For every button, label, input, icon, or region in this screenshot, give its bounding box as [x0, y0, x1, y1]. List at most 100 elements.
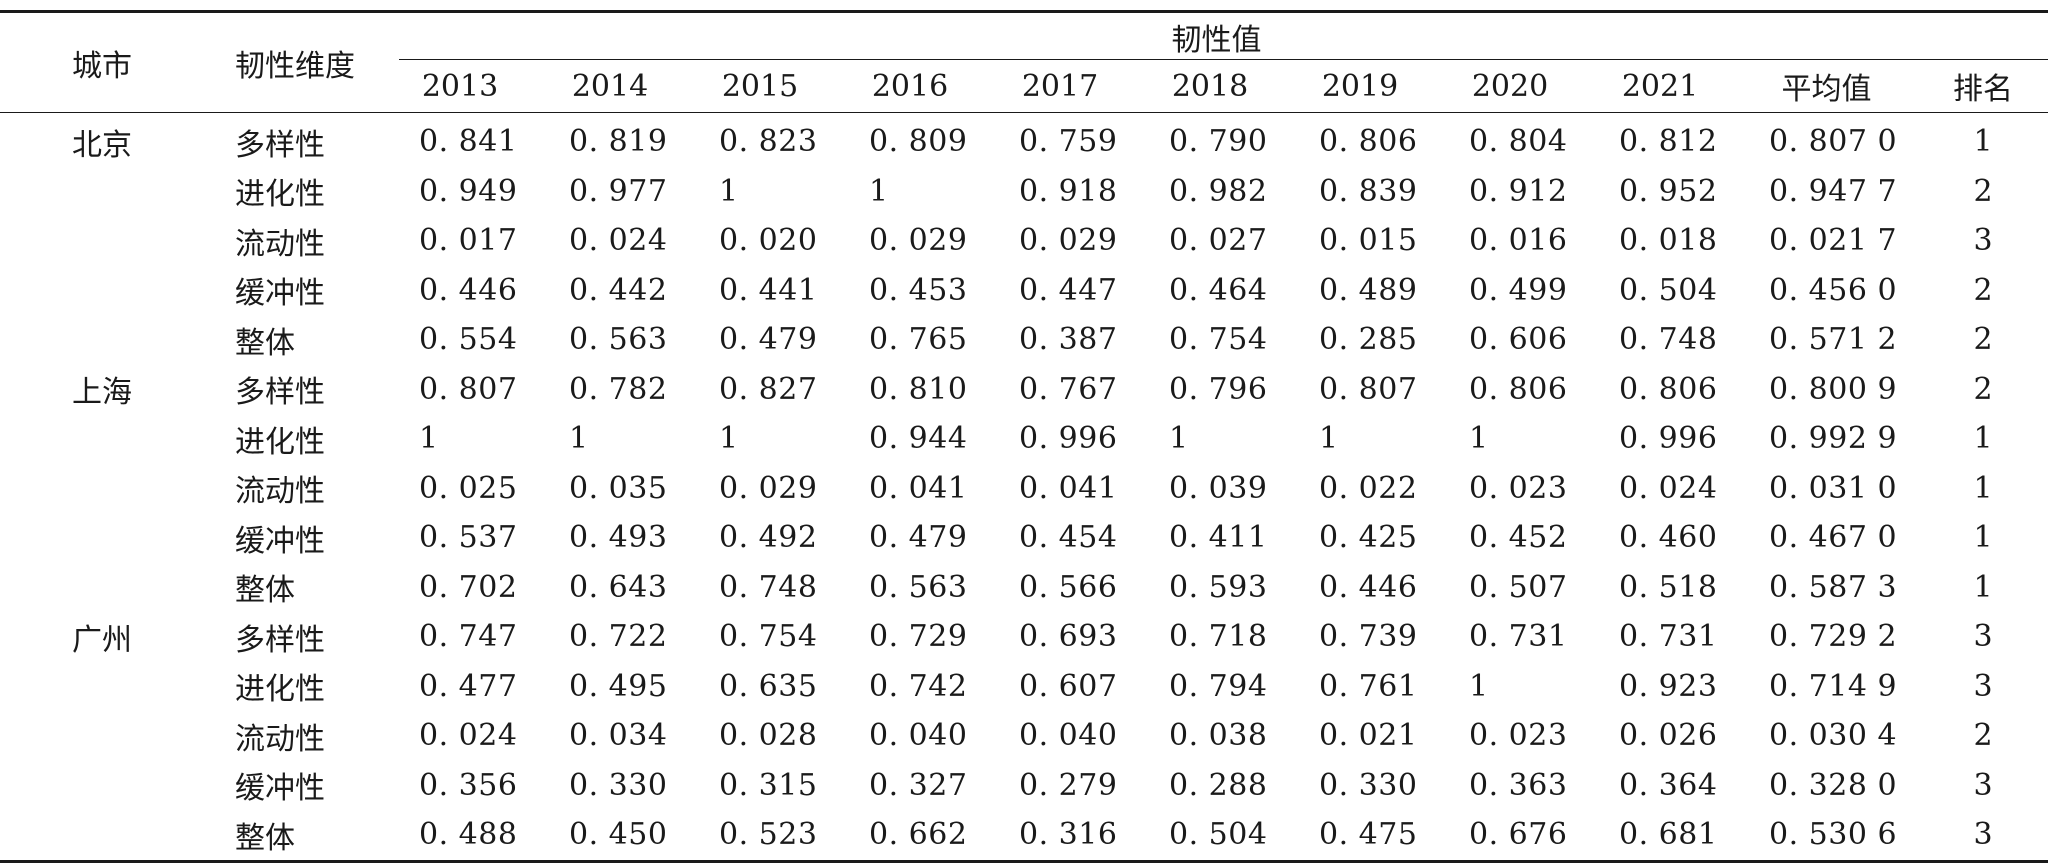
cell-value-2018: 0. 754 — [1169, 322, 1268, 358]
cell-value-2019: 0. 285 — [1319, 322, 1418, 358]
cell-value-2021: 0. 731 — [1619, 619, 1718, 655]
cell-value-2015: 0. 028 — [719, 718, 818, 754]
cell-value-2013: 0. 841 — [419, 124, 518, 160]
cell-value-2021: 0. 923 — [1619, 668, 1718, 704]
cell-value-2018: 0. 504 — [1135, 810, 1285, 863]
cell-value-2019: 0. 839 — [1319, 173, 1418, 209]
cell-value-2016: 1 — [869, 173, 889, 209]
header-year-2013: 2013 — [385, 60, 535, 113]
cell-dimension: 多样性 — [235, 622, 325, 658]
cell-value-2019: 0. 807 — [1319, 371, 1418, 407]
resilience-table-container: 城市 韧性维度 韧性值 2013 2014 2015 2016 2017 2018 2019… — [0, 10, 2048, 863]
cell-value-2018: 0. 593 — [1169, 569, 1268, 605]
header-year-2017: 2017 — [985, 60, 1135, 113]
cell-dimension: 进化性 — [235, 177, 325, 213]
cell-value-2013: 0. 747 — [419, 619, 518, 655]
cell-value-2015: 0. 523 — [685, 810, 835, 863]
cell-value-2016: 0. 742 — [869, 668, 968, 704]
cell-average: 0. 714 9 — [1769, 668, 1898, 704]
cell-value-2014: 0. 450 — [535, 810, 685, 863]
table-body: 北京 多样性 0. 841 0. 819 0. 823 0. 809 0. 759 0. 79… — [0, 113, 2048, 863]
cell-value-2018: 0. 718 — [1169, 619, 1268, 655]
cell-value-2021: 0. 504 — [1619, 272, 1718, 308]
cell-city — [0, 414, 215, 464]
cell-value-2017: 0. 040 — [1019, 718, 1118, 754]
cell-value-2021: 0. 806 — [1619, 371, 1718, 407]
cell-dimension: 多样性 — [235, 375, 325, 411]
cell-value-2018: 0. 039 — [1169, 470, 1268, 506]
cell-value-2014: 0. 035 — [569, 470, 668, 506]
header-year-2021: 2021 — [1585, 60, 1735, 113]
cell-value-2013: 0. 537 — [419, 520, 518, 556]
cell-value-2015: 0. 748 — [719, 569, 818, 605]
cell-value-2018: 0. 038 — [1169, 718, 1268, 754]
cell-value-2018: 0. 794 — [1169, 668, 1268, 704]
cell-value-2014: 0. 643 — [569, 569, 668, 605]
cell-rank: 3 — [1973, 619, 1993, 655]
cell-value-2021: 0. 812 — [1619, 124, 1718, 160]
cell-value-2020: 0. 363 — [1469, 767, 1568, 803]
cell-value-2013: 1 — [419, 421, 439, 457]
cell-value-2018: 0. 027 — [1169, 223, 1268, 259]
table-row: 缓冲性 0. 356 0. 330 0. 315 0. 327 0. 279 0. 288 0… — [0, 761, 2048, 811]
cell-average: 0. 456 0 — [1769, 272, 1898, 308]
cell-value-2019: 0. 806 — [1319, 124, 1418, 160]
cell-value-2017: 0. 996 — [1019, 421, 1118, 457]
cell-value-2016: 0. 041 — [869, 470, 968, 506]
cell-value-2018: 0. 464 — [1169, 272, 1268, 308]
cell-value-2020: 0. 731 — [1469, 619, 1568, 655]
cell-city — [0, 662, 215, 712]
cell-average: 0. 328 0 — [1769, 767, 1898, 803]
cell-rank: 1 — [1973, 470, 1993, 506]
cell-value-2019: 0. 425 — [1319, 520, 1418, 556]
cell-average: 0. 467 0 — [1769, 520, 1898, 556]
cell-value-2017: 0. 447 — [1019, 272, 1118, 308]
cell-value-2016: 0. 029 — [869, 223, 968, 259]
cell-value-2016: 0. 765 — [869, 322, 968, 358]
cell-rank: 1 — [1973, 520, 1993, 556]
cell-dimension: 缓冲性 — [235, 523, 325, 559]
header-average: 平均值 — [1735, 60, 1918, 113]
cell-average: 0. 587 3 — [1769, 569, 1898, 605]
table-row: 进化性 0. 949 0. 977 1 1 0. 918 0. 982 0. 839 0. 91… — [0, 167, 2048, 217]
cell-value-2013: 0. 949 — [419, 173, 518, 209]
cell-value-2019: 0. 489 — [1319, 272, 1418, 308]
cell-value-2016: 0. 944 — [869, 421, 968, 457]
cell-dimension: 流动性 — [235, 474, 325, 510]
cell-value-2021: 0. 996 — [1619, 421, 1718, 457]
header-year-2020: 2020 — [1435, 60, 1585, 113]
cell-value-2015: 0. 479 — [719, 322, 818, 358]
cell-city — [0, 315, 215, 365]
table-row: 整体 0. 554 0. 563 0. 479 0. 765 0. 387 0. 754 0.… — [0, 315, 2048, 365]
cell-value-2020: 0. 016 — [1469, 223, 1568, 259]
cell-value-2013: 0. 446 — [419, 272, 518, 308]
cell-value-2017: 0. 767 — [1019, 371, 1118, 407]
cell-value-2015: 0. 029 — [719, 470, 818, 506]
cell-value-2014: 0. 563 — [569, 322, 668, 358]
cell-value-2017: 0. 918 — [1019, 173, 1118, 209]
header-dimension: 韧性维度 — [215, 10, 385, 113]
cell-value-2013: 0. 025 — [419, 470, 518, 506]
cell-rank: 2 — [1973, 272, 1993, 308]
header-city: 城市 — [0, 10, 215, 113]
cell-value-2016: 0. 327 — [869, 767, 968, 803]
header-year-2015: 2015 — [685, 60, 835, 113]
cell-value-2019: 1 — [1319, 421, 1339, 457]
cell-rank: 2 — [1973, 173, 1993, 209]
cell-city — [0, 513, 215, 563]
cell-value-2013: 0. 702 — [419, 569, 518, 605]
cell-value-2017: 0. 454 — [1019, 520, 1118, 556]
cell-value-2014: 0. 330 — [569, 767, 668, 803]
table-row: 上海 多样性 0. 807 0. 782 0. 827 0. 810 0. 767 0. 79… — [0, 365, 2048, 415]
header-year-row: 2013 2014 2015 2016 2017 2018 2019 2020 2021 平均值排… — [0, 60, 2048, 113]
table-row: 进化性 1 1 1 0. 944 0. 996 1 1 1 0. 996 0. 992 9 1 — [0, 414, 2048, 464]
table-row: 北京 多样性 0. 841 0. 819 0. 823 0. 809 0. 759 0. 79… — [0, 113, 2048, 167]
cell-dimension: 进化性 — [235, 424, 325, 460]
cell-rank: 3 — [1918, 810, 2048, 863]
cell-city — [0, 711, 215, 761]
cell-value-2016: 0. 810 — [869, 371, 968, 407]
cell-value-2017: 0. 279 — [1019, 767, 1118, 803]
cell-value-2014: 1 — [569, 421, 589, 457]
header-year-2018: 2018 — [1135, 60, 1285, 113]
cell-value-2014: 0. 819 — [569, 124, 668, 160]
